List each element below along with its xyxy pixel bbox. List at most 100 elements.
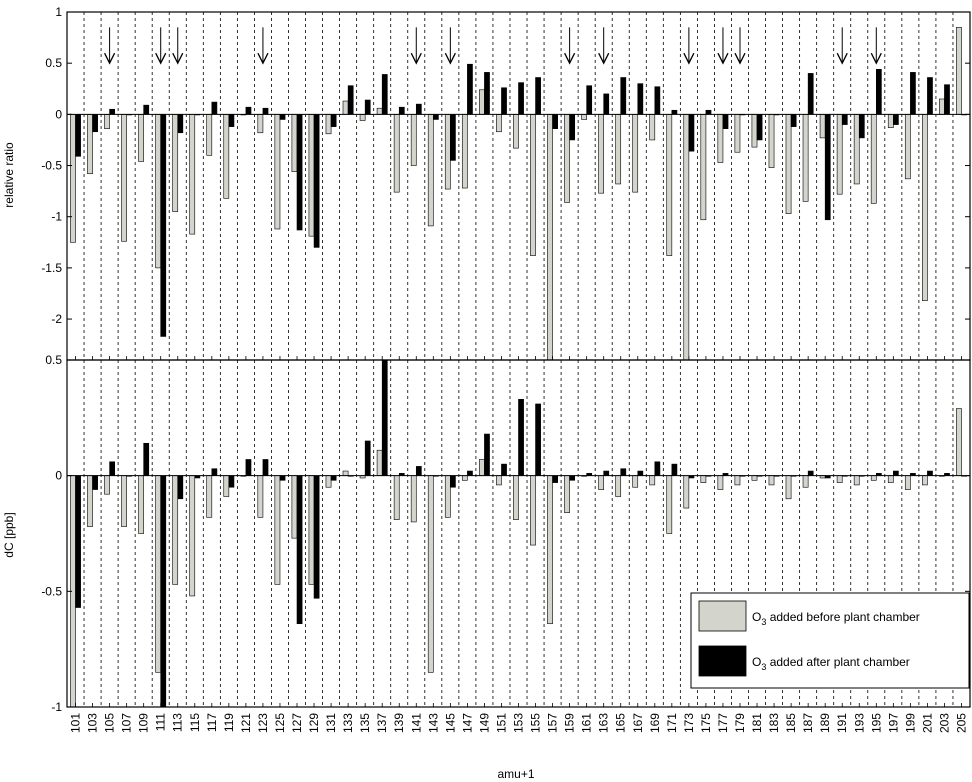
bar-after-181 (756, 114, 763, 141)
bar-after-163 (603, 93, 610, 115)
bar-before-131 (325, 475, 332, 488)
x-tick-label: 181 (750, 713, 764, 733)
y-tick-label: -1 (51, 210, 62, 224)
bar-after-113 (177, 475, 184, 500)
bar-after-187 (807, 73, 814, 115)
bar-after-187 (807, 470, 814, 476)
bar-after-139 (398, 106, 405, 115)
x-tick-label: 169 (648, 713, 662, 733)
bar-before-119 (223, 475, 230, 497)
x-tick-label: 133 (341, 713, 355, 733)
bar-after-165 (620, 77, 627, 115)
bar-after-141 (415, 466, 422, 476)
bar-before-155 (530, 475, 536, 546)
arrow-head-177 (717, 52, 729, 65)
x-tick-label: 127 (290, 713, 304, 733)
bar-before-165 (615, 475, 622, 497)
bottom-y-axis-label: dC [ppb] (2, 512, 16, 557)
bar-before-177 (717, 114, 724, 163)
bar-after-101 (75, 114, 81, 157)
bar-after-201 (927, 470, 933, 476)
x-tick-label: 149 (477, 713, 491, 733)
bar-after-203 (944, 84, 950, 115)
bar-before-185 (785, 475, 792, 500)
arrow-head-163 (598, 52, 610, 65)
x-tick-label: 115 (188, 713, 202, 732)
bar-before-173 (683, 475, 690, 509)
bar-after-131 (330, 475, 337, 481)
bar-before-195 (870, 475, 877, 481)
bar-before-205 (956, 408, 962, 476)
x-tick-label: 199 (903, 713, 917, 733)
bar-after-161 (586, 85, 593, 115)
bar-after-149 (484, 72, 490, 115)
legend: O3 added before plant chamber O3 added a… (690, 592, 970, 689)
bar-before-163 (598, 114, 604, 194)
x-tick-label: 145 (443, 713, 457, 733)
bar-after-147 (467, 470, 473, 476)
bar-after-157 (552, 114, 558, 129)
arrow-head-141 (410, 52, 422, 65)
bar-before-123 (257, 114, 264, 134)
bar-before-167 (632, 475, 639, 488)
x-tick-label: 157 (546, 713, 560, 733)
bar-before-145 (444, 114, 451, 190)
x-tick-label: 137 (375, 713, 389, 733)
bar-after-113 (177, 114, 184, 134)
x-tick-label: 195 (869, 713, 883, 733)
y-tick-label: -0.5 (41, 584, 62, 598)
bar-after-159 (569, 114, 576, 141)
arrow-head-113 (172, 52, 184, 65)
y-tick-label: -2 (51, 312, 62, 326)
bar-after-191 (841, 114, 848, 125)
x-tick-label: 121 (239, 713, 253, 733)
x-tick-label: 179 (733, 713, 747, 733)
bar-after-153 (518, 399, 524, 476)
x-tick-label: 119 (222, 713, 236, 732)
bar-after-153 (518, 82, 524, 115)
x-tick-label: 129 (307, 713, 321, 733)
bar-before-129 (308, 475, 315, 585)
bar-before-143 (427, 475, 434, 673)
x-tick-label: 153 (512, 713, 526, 733)
bar-before-127 (291, 114, 298, 172)
bar-after-175 (705, 109, 712, 115)
bar-before-181 (751, 114, 758, 148)
x-tick-label: 191 (835, 713, 849, 733)
y-tick-label: 0 (55, 107, 62, 121)
bar-before-111 (155, 475, 162, 673)
bar-after-185 (790, 114, 797, 127)
bar-before-193 (853, 475, 860, 486)
x-tick-label: 155 (529, 713, 543, 733)
bar-after-127 (296, 114, 303, 231)
bar-after-147 (467, 63, 473, 115)
arrow-head-105 (104, 52, 116, 65)
bar-before-107 (121, 475, 127, 527)
x-tick-label: 103 (86, 713, 100, 733)
bar-before-179 (734, 475, 741, 486)
bar-after-103 (92, 114, 98, 133)
x-tick-label: 185 (784, 713, 798, 733)
x-tick-label: 201 (920, 713, 934, 733)
bar-before-175 (700, 114, 707, 221)
arrow-head-159 (564, 52, 576, 65)
bar-before-133 (342, 100, 349, 115)
x-tick-label: 193 (852, 713, 866, 733)
bar-before-199 (904, 475, 911, 490)
arrow-head-195 (870, 52, 882, 65)
x-tick-label: 147 (460, 713, 474, 733)
bar-before-119 (223, 114, 230, 199)
bar-after-169 (654, 461, 661, 476)
bar-before-187 (802, 475, 809, 488)
bar-after-201 (927, 77, 933, 115)
x-tick-label: 143 (426, 713, 440, 733)
bar-after-143 (433, 114, 439, 120)
bar-before-193 (853, 114, 860, 185)
x-tick-label: 101 (69, 713, 83, 733)
bar-before-145 (444, 475, 451, 518)
bar-before-129 (308, 114, 315, 237)
bar-before-197 (887, 114, 894, 128)
bar-before-159 (564, 475, 570, 513)
bar-before-125 (274, 114, 281, 230)
x-tick-label: 123 (256, 713, 270, 733)
